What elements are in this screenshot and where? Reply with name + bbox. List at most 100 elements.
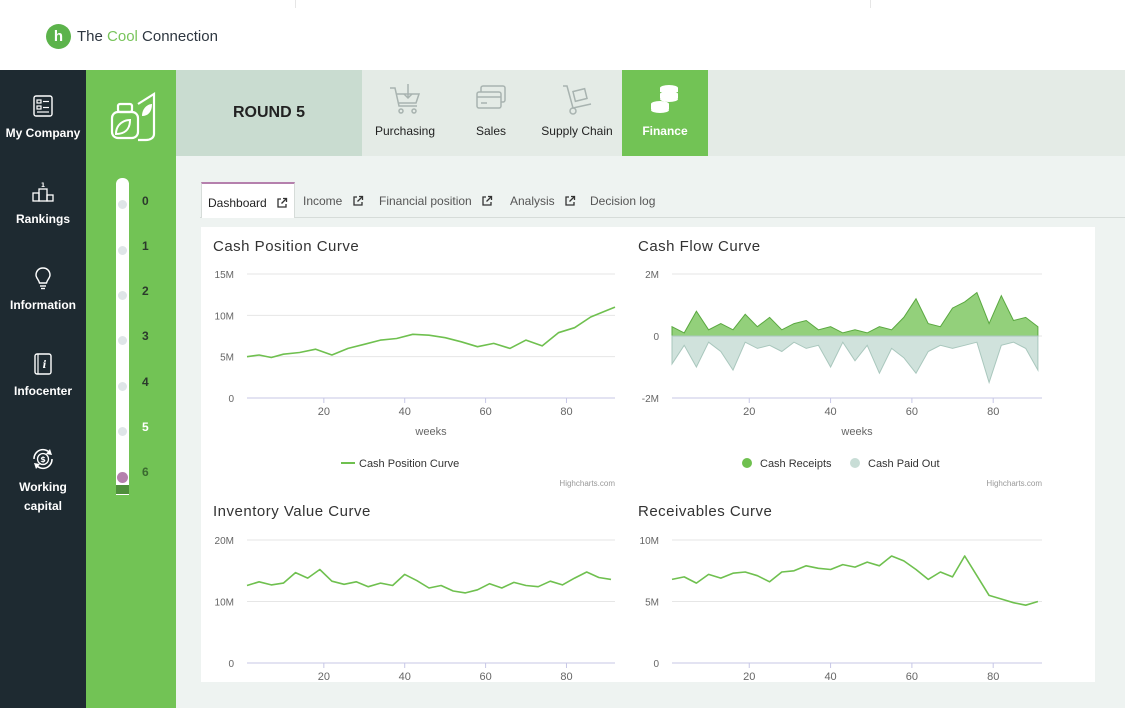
- info-book-icon: i: [34, 353, 52, 375]
- sidebar: My Company 1 Rankings Information i Info…: [0, 70, 86, 708]
- subtab-analysis[interactable]: Analysis: [510, 182, 576, 217]
- x-axis-label: weeks: [840, 426, 873, 438]
- svg-text:$: $: [40, 455, 46, 464]
- y-tick-label: 0: [653, 659, 659, 670]
- sidebar-item-infocenter[interactable]: i Infocenter: [0, 352, 86, 401]
- chart-credit: Highcharts.com: [986, 479, 1042, 488]
- subtab-financial-position[interactable]: Financial position: [379, 182, 493, 217]
- round-number-active[interactable]: 5: [142, 420, 149, 434]
- x-tick-label: 20: [743, 406, 755, 418]
- round-number[interactable]: 4: [142, 375, 149, 389]
- subtab-label: Analysis: [510, 194, 555, 208]
- chart-credit: Highcharts.com: [559, 479, 615, 488]
- legend-label: Cash Paid Out: [868, 458, 940, 470]
- y-tick-label: 10M: [640, 536, 659, 547]
- round-dot[interactable]: [118, 200, 127, 209]
- series-area: [671, 335, 1039, 385]
- external-link-icon: [565, 195, 576, 206]
- tab-purchasing[interactable]: Purchasing: [362, 70, 448, 156]
- series-line: [246, 568, 612, 594]
- podium-icon: 1: [32, 182, 54, 202]
- subtab-label: Financial position: [379, 194, 472, 208]
- tab-supply-chain[interactable]: Supply Chain: [534, 70, 620, 156]
- svg-text:1: 1: [41, 182, 45, 189]
- main-tabs: Purchasing Sales Supply Chain Finance: [362, 70, 1125, 156]
- round-slider-base: [116, 485, 129, 494]
- subtab-income[interactable]: Income: [303, 182, 364, 217]
- sidebar-label: Information: [10, 298, 76, 312]
- x-tick-label: 40: [824, 406, 836, 418]
- round-number[interactable]: 6: [142, 465, 149, 479]
- x-tick-label: 60: [906, 406, 918, 418]
- y-tick-label: 0: [228, 659, 234, 670]
- round-dot[interactable]: [118, 336, 127, 345]
- lightbulb-icon: [35, 267, 51, 290]
- sidebar-item-information[interactable]: Information: [0, 266, 86, 315]
- x-axis-label: weeks: [414, 426, 447, 438]
- logo-icon: h: [46, 24, 71, 49]
- dashboard-charts: Cash Position Curve 15M 10M 5M 0 20 40 60 80 week…: [213, 238, 1042, 682]
- round-dot[interactable]: [118, 246, 127, 255]
- app-logo[interactable]: h The Cool Connection: [46, 24, 218, 49]
- tab-label: Supply Chain: [541, 124, 613, 138]
- tab-sales[interactable]: Sales: [448, 70, 534, 156]
- y-tick-label: 15M: [215, 270, 234, 281]
- y-tick-label: 0: [653, 332, 659, 343]
- round-number[interactable]: 3: [142, 329, 149, 343]
- x-tick-label: 20: [318, 671, 330, 682]
- sidebar-label: Working capital: [19, 480, 67, 513]
- round-dot[interactable]: [118, 382, 127, 391]
- subtab-label: Income: [303, 194, 343, 208]
- x-tick-label: 40: [399, 671, 411, 682]
- round-dot[interactable]: [118, 291, 127, 300]
- series-line: [671, 555, 1039, 607]
- y-tick-label: 0: [228, 394, 234, 405]
- top-bar: h The Cool Connection: [0, 0, 1125, 70]
- x-tick-label: 20: [743, 671, 755, 682]
- app-name: The Cool Connection: [77, 28, 218, 45]
- chart-title: Inventory Value Curve: [213, 503, 371, 520]
- round-dot-current[interactable]: [117, 472, 128, 483]
- round-track-panel: 0 1 2 3 4 5 6: [86, 70, 176, 708]
- chart-title: Cash Position Curve: [213, 238, 359, 255]
- chart-title: Receivables Curve: [638, 503, 772, 520]
- sidebar-item-rankings[interactable]: 1 Rankings: [0, 180, 86, 229]
- dashboard-panel: [201, 227, 1095, 682]
- chart-title: Cash Flow Curve: [638, 238, 761, 255]
- y-tick-label: 10M: [215, 311, 234, 322]
- subtab-dashboard[interactable]: Dashboard: [201, 182, 296, 218]
- x-tick-label: 60: [479, 406, 491, 418]
- coins-icon: [651, 85, 678, 113]
- tab-finance[interactable]: Finance: [622, 70, 708, 156]
- y-tick-label: 20M: [215, 536, 234, 547]
- tab-label: Sales: [475, 124, 507, 138]
- company-icon: [33, 95, 53, 117]
- round-number[interactable]: 1: [142, 239, 149, 253]
- x-tick-label: 80: [987, 406, 999, 418]
- y-tick-label: 5M: [645, 598, 659, 609]
- x-tick-label: 60: [906, 671, 918, 682]
- x-tick-label: 80: [560, 406, 572, 418]
- legend-symbol: [742, 458, 752, 468]
- round-number[interactable]: 2: [142, 284, 149, 298]
- x-tick-label: 20: [318, 406, 330, 418]
- subtab-label: Dashboard: [208, 196, 267, 210]
- x-tick-label: 60: [479, 671, 491, 682]
- external-link-icon: [482, 195, 493, 206]
- sidebar-label: Rankings: [15, 212, 70, 226]
- round-title: ROUND 5: [176, 70, 362, 156]
- sidebar-item-working-capital[interactable]: $ Working capital: [0, 446, 86, 516]
- round-number[interactable]: 0: [142, 194, 149, 208]
- subtab-decision-log[interactable]: Decision log: [590, 182, 655, 217]
- y-tick-label: 5M: [220, 353, 234, 364]
- dollar-cycle-icon: $: [33, 448, 53, 470]
- x-tick-label: 40: [824, 671, 836, 682]
- cards-icon: [476, 85, 506, 109]
- sidebar-item-my-company[interactable]: My Company: [0, 94, 86, 143]
- round-dot[interactable]: [118, 427, 127, 436]
- external-link-icon: [353, 195, 363, 206]
- subtab-label: Decision log: [590, 194, 656, 208]
- legend-symbol: [850, 458, 860, 468]
- legend-label: Cash Receipts: [760, 458, 832, 470]
- y-tick-label: 2M: [645, 270, 659, 281]
